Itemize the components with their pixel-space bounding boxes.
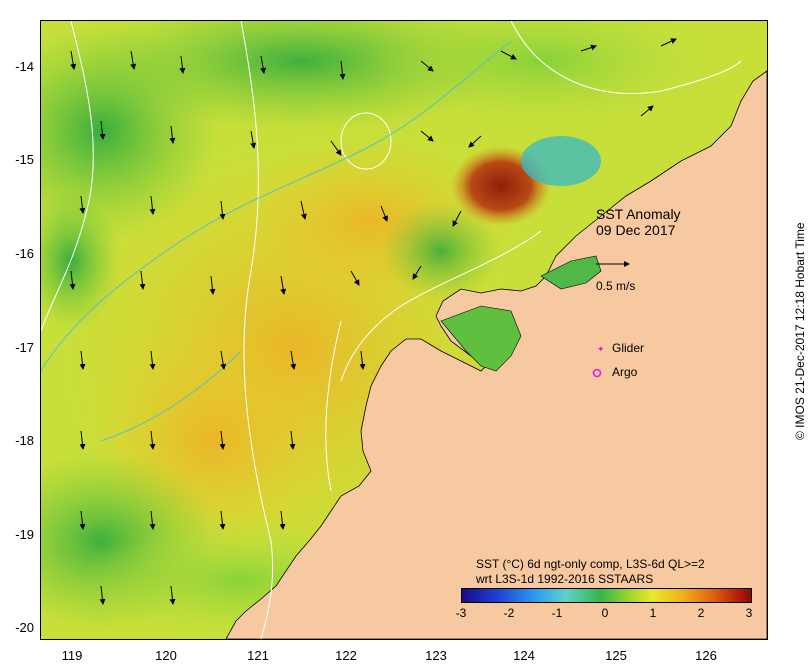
argo-marker-icon xyxy=(592,368,602,378)
map-title: SST Anomaly xyxy=(596,206,681,222)
colorbar-label: 0 xyxy=(601,606,609,620)
credit-text: © IMOS 21-Dec-2017 12:18 Hobart Time xyxy=(793,222,807,440)
colorbar-label: 2 xyxy=(697,606,705,620)
y-tick-label: -14 xyxy=(15,59,34,74)
legend-argo-label: Argo xyxy=(612,365,638,379)
x-tick-label: 124 xyxy=(513,648,535,663)
map-canvas: ✦ xyxy=(41,21,767,639)
x-tick-label: 122 xyxy=(335,648,357,663)
colorbar-label: 1 xyxy=(649,606,657,620)
legend-glider-label: Glider xyxy=(612,341,645,355)
colorbar-subtitle: wrt L3S-1d 1992-2016 SSTAARS xyxy=(476,572,654,586)
scale-label: 0.5 m/s xyxy=(596,279,636,293)
glider-marker-icon: ✦ xyxy=(597,345,605,355)
x-tick-label: 119 xyxy=(61,648,83,663)
coastal-gulf xyxy=(440,305,522,372)
x-tick-label: 120 xyxy=(155,648,177,663)
y-tick-label: -15 xyxy=(15,152,34,167)
colorbar-label: 3 xyxy=(745,606,753,620)
current-arrows xyxy=(69,38,677,605)
y-tick-label: -16 xyxy=(15,246,34,261)
map-panel[interactable]: ✦ xyxy=(40,20,768,640)
colorbar-title: SST (°C) 6d ngt-only comp, L3S-6d QL>=2 xyxy=(476,557,705,571)
colorbar-label: -3 xyxy=(455,606,467,620)
x-tick-label: 125 xyxy=(605,648,627,663)
x-tick-label: 123 xyxy=(425,648,447,663)
colorbar xyxy=(461,588,752,603)
y-tick-label: -19 xyxy=(15,527,34,542)
map-date: 09 Dec 2017 xyxy=(596,222,676,238)
x-tick-label: 121 xyxy=(247,648,269,663)
y-tick-label: -17 xyxy=(15,340,34,355)
y-tick-label: -20 xyxy=(15,620,34,635)
y-tick-label: -18 xyxy=(15,433,34,448)
colorbar-label: -1 xyxy=(551,606,563,620)
x-tick-label: 126 xyxy=(695,648,717,663)
colorbar-label: -2 xyxy=(503,606,515,620)
